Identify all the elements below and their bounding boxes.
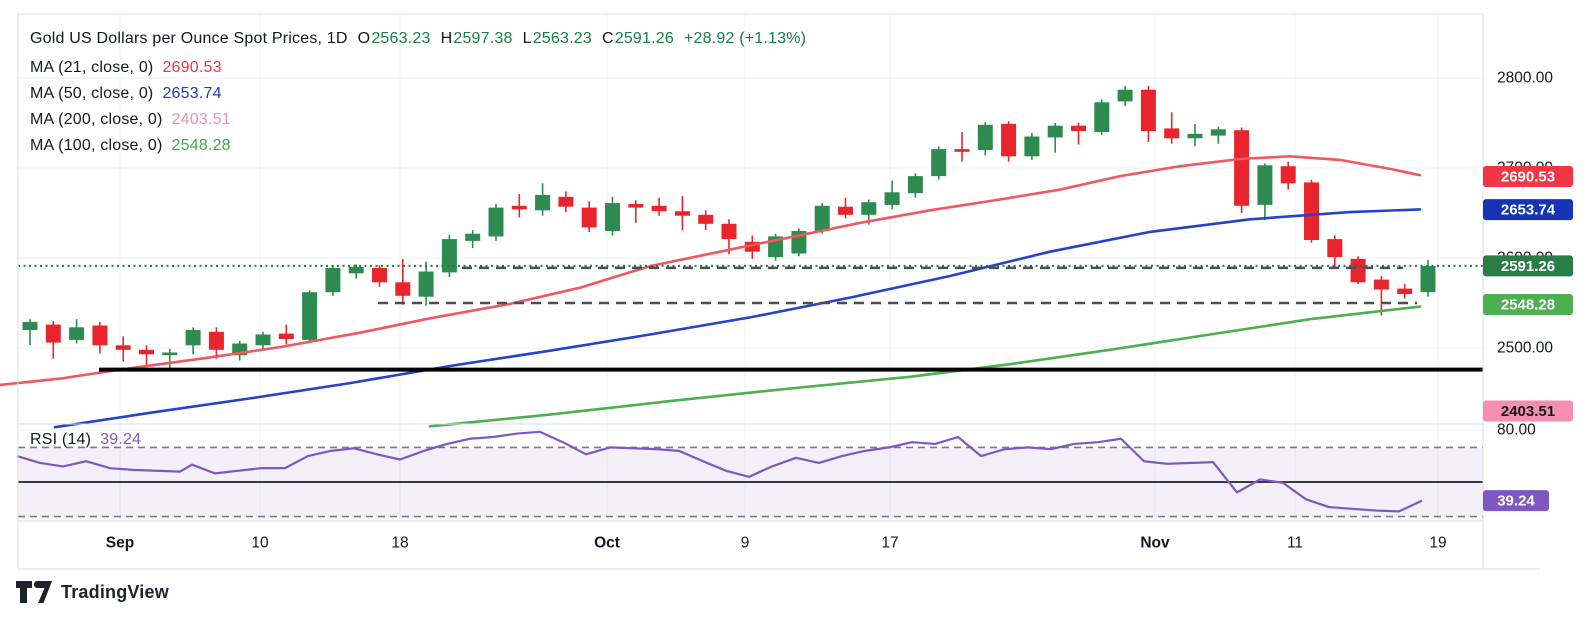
rsi-badge-text: 39.24 (1497, 493, 1535, 510)
time-axis-label: Sep (106, 535, 134, 552)
price-badge (1483, 255, 1573, 277)
legend-item-ma50[interactable]: MA (50, close, 0) 2653.74 (30, 84, 222, 102)
price-badge-text: 2653.74 (1501, 202, 1556, 219)
symbol-title: Gold US Dollars per Ounce Spot Prices, 1… (30, 30, 348, 47)
price-axis-label: 2800.00 (1497, 70, 1553, 87)
time-axis-label: 9 (741, 535, 750, 552)
price-badge (1483, 166, 1573, 188)
price-badge (1483, 294, 1573, 316)
rsi-line (16, 430, 1423, 513)
low-value: L 2563.23 (522, 30, 592, 47)
price-badge (1483, 400, 1573, 422)
time-axis-label: 10 (251, 535, 269, 552)
high-value: H 2597.38 (440, 30, 513, 47)
symbol-header[interactable]: Gold US Dollars per Ounce Spot Prices, 1… (30, 30, 806, 48)
price-badge-text: 2591.26 (1501, 258, 1555, 275)
tradingview-attribution[interactable]: TradingView (16, 581, 169, 603)
time-axis[interactable]: Sep 10 18 Oct 9 17 Nov 11 19 (106, 535, 1447, 552)
rsi-badge (1483, 490, 1549, 512)
open-value: O 2563.23 (357, 30, 431, 47)
indicator-legend: MA (21, close, 0) 2690.53 MA (50, close,… (30, 59, 231, 154)
tradingview-brand-text: TradingView (61, 581, 169, 602)
legend-item-ma100[interactable]: MA (100, close, 0) 2548.28 (30, 136, 231, 154)
legend-item-rsi[interactable]: RSI (14) 39.24 (30, 431, 142, 448)
rsi-axis-label: 80.00 (1497, 422, 1536, 439)
price-badge (1483, 199, 1573, 221)
time-axis-label: Oct (594, 535, 620, 552)
price-badge-text: 2403.51 (1501, 403, 1555, 420)
price-axis-label: 2500.00 (1497, 340, 1553, 357)
price-badge-text: 2690.53 (1501, 169, 1555, 186)
legend-item-ma21[interactable]: MA (21, close, 0) 2690.53 (30, 58, 222, 76)
time-axis-label: 18 (391, 535, 408, 552)
price-badge-text: 2548.28 (1501, 297, 1555, 314)
ma21-line (0, 155, 1422, 387)
time-axis-label: 19 (1429, 535, 1446, 552)
time-axis-label: Nov (1140, 535, 1170, 552)
legend-item-ma200[interactable]: MA (200, close, 0) 2403.51 (30, 110, 231, 128)
time-axis-label: 11 (1287, 535, 1303, 552)
close-value: C 2591.26 (601, 30, 674, 47)
change-value: +28.92 (+1.13%) (683, 30, 807, 47)
time-axis-label: 17 (881, 535, 898, 552)
tradingview-logo-icon (16, 581, 52, 603)
ma50-line (53, 208, 1422, 429)
